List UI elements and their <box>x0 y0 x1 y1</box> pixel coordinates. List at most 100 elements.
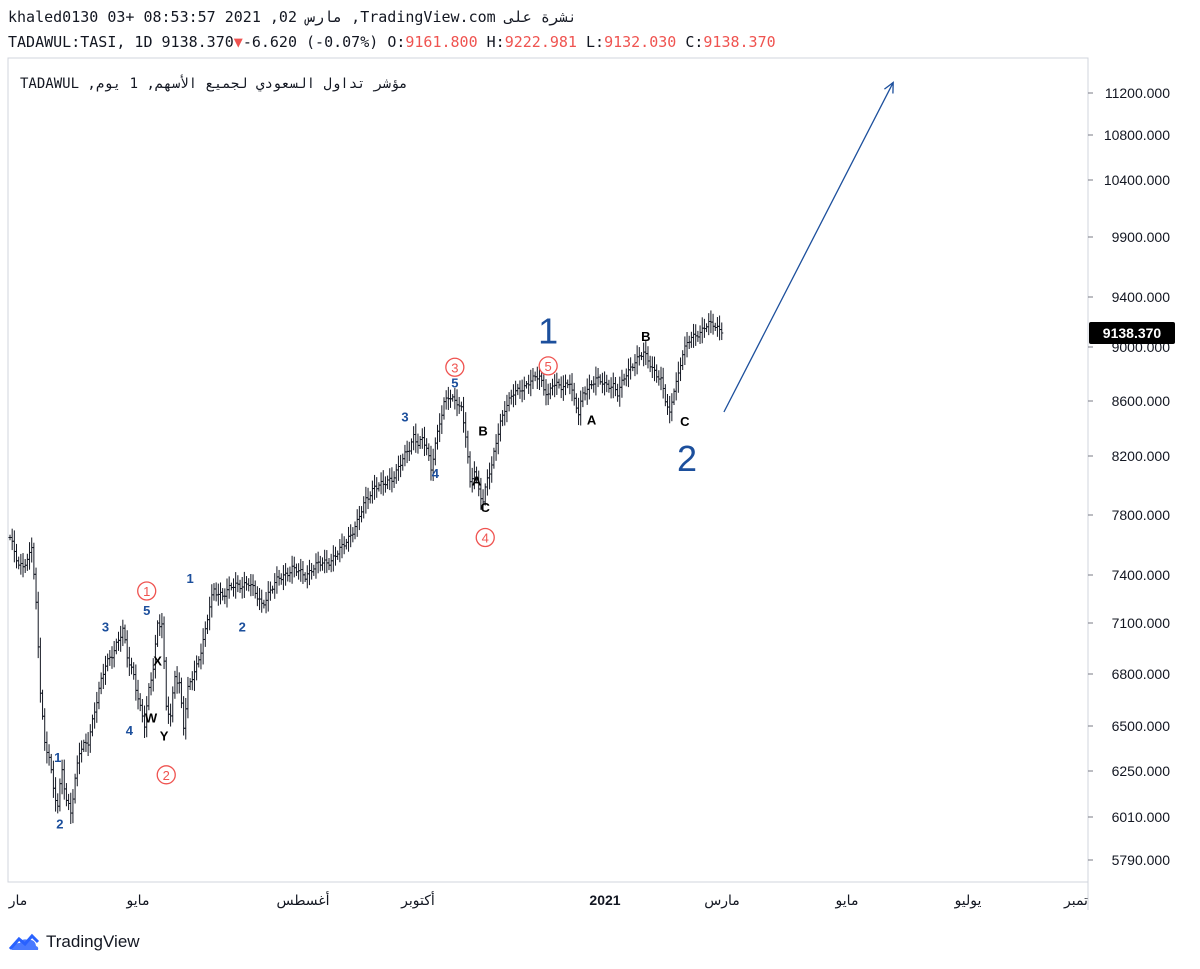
wave-label: 5 <box>451 376 458 391</box>
ohlc-bar <box>698 325 702 344</box>
ohlc-bar <box>123 624 127 644</box>
ohlc-bar <box>368 491 372 504</box>
ohlc-bar <box>392 471 396 489</box>
ohlc-bar <box>611 372 615 399</box>
ohlc-bar <box>689 331 693 348</box>
ohlc-bar <box>77 742 81 775</box>
ohlc-bar <box>696 330 700 342</box>
y-tick-label: 10800.000 <box>1104 127 1170 143</box>
ohlc-bar <box>197 656 201 668</box>
wave-label: C <box>680 414 690 429</box>
ohlc-bar <box>711 313 715 335</box>
ohlc-bar <box>173 670 177 699</box>
tradingview-brand: TradingView <box>46 932 140 951</box>
ohlc-bar <box>388 468 392 491</box>
ohlc-bar <box>288 566 292 583</box>
time-axis[interactable]: مار مايو أغسطس أكتوبر 2021 مارس مايو يوليو تمبر <box>8 881 1088 909</box>
ohlc-bar <box>401 453 405 471</box>
ohlc-bar <box>25 553 29 571</box>
ohlc-bar <box>396 455 400 481</box>
ohlc-bar <box>663 384 667 407</box>
ohlc-bar <box>577 397 581 426</box>
ohlc-bar <box>188 678 192 691</box>
ohlc-bar <box>320 557 324 571</box>
ohlc-bar <box>268 581 272 601</box>
ohlc-bar <box>514 380 518 406</box>
ohlc-bar <box>318 555 322 572</box>
ohlc-bar <box>683 336 687 366</box>
ohlc-bar <box>182 696 186 736</box>
ohlc-bar <box>119 625 123 652</box>
ohlc-bar <box>75 755 79 787</box>
ohlc-bar <box>381 470 385 496</box>
ohlc-bar <box>171 686 175 723</box>
chart-watermark: TADAWUL ,مؤشر تداول السعودي لجميع الأسهم… <box>20 76 408 92</box>
ohlc-bar <box>511 384 515 408</box>
y-tick-label: 11200.000 <box>1105 85 1170 101</box>
ohlc-bar <box>49 753 53 774</box>
ohlc-bar <box>427 443 431 461</box>
ohlc-bar <box>464 412 468 448</box>
ohlc-bar <box>203 621 207 647</box>
ohlc-bar <box>373 474 377 500</box>
ohlc-bar <box>229 582 233 591</box>
ohlc-bar <box>140 698 144 723</box>
price-axis[interactable]: 5790.000 6010.000 6250.000 6500.000 6800.000… <box>1088 85 1175 868</box>
ohlc-bar <box>364 486 368 514</box>
ohlc-bar <box>221 588 225 601</box>
wave-label: 5 <box>143 603 150 618</box>
ohlc-bar <box>685 331 689 358</box>
tradingview-cloud-icon <box>8 933 40 951</box>
low-value: 9132.030 <box>604 33 677 51</box>
ohlc-bar <box>136 679 140 710</box>
ohlc-bar <box>462 396 466 433</box>
ohlc-bar <box>247 578 251 592</box>
wave-label: 4 <box>432 466 440 481</box>
ohlc-bar <box>527 374 531 394</box>
ohlc-bar <box>594 366 598 396</box>
ohlc-bar <box>585 378 589 405</box>
ohlc-bar <box>103 655 107 685</box>
ohlc-bar <box>227 576 231 599</box>
ohlc-bar <box>255 586 259 607</box>
ohlc-bar <box>605 374 609 393</box>
last-price: 9138.370 <box>161 33 234 51</box>
ohlc-bar <box>23 558 27 573</box>
open-value: 9161.800 <box>405 33 478 51</box>
ohlc-bar <box>297 563 301 580</box>
ohlc-bar <box>416 433 420 454</box>
ohlc-bar <box>149 672 153 696</box>
ohlc-bar <box>496 423 500 455</box>
ohlc-bar <box>366 487 370 510</box>
ohlc-bar <box>279 573 283 585</box>
ohlc-bar <box>572 382 576 406</box>
symbol-name[interactable]: TADAWUL:TASI, 1D <box>8 33 153 51</box>
ohlc-bar <box>342 536 346 555</box>
ohlc-bar <box>453 387 457 410</box>
ohlc-bar <box>45 731 49 764</box>
ohlc-bar <box>307 559 311 586</box>
ohlc-bar <box>613 376 617 397</box>
ohlc-bar <box>600 372 604 394</box>
ohlc-bar <box>531 368 535 390</box>
ohlc-bar <box>581 387 585 408</box>
ohlc-bar <box>524 381 528 389</box>
wave-label: 2 <box>677 438 697 479</box>
ohlc-bar <box>166 696 170 724</box>
ohlc-bar <box>676 361 680 393</box>
ohlc-bar <box>205 614 209 635</box>
svg-text:2: 2 <box>163 768 170 783</box>
ohlc-bar <box>559 376 563 399</box>
ohlc-bar <box>386 475 390 490</box>
ohlc-bar <box>522 376 526 400</box>
ohlc-bar <box>301 561 305 584</box>
ohlc-bar <box>635 345 639 375</box>
ohlc-bar <box>67 793 71 811</box>
ohlc-bar <box>21 553 25 578</box>
tradingview-logo[interactable]: TradingView <box>8 932 140 952</box>
ohlc-bar <box>10 528 14 551</box>
svg-text:3: 3 <box>451 360 458 375</box>
ohlc-bar <box>138 693 142 712</box>
